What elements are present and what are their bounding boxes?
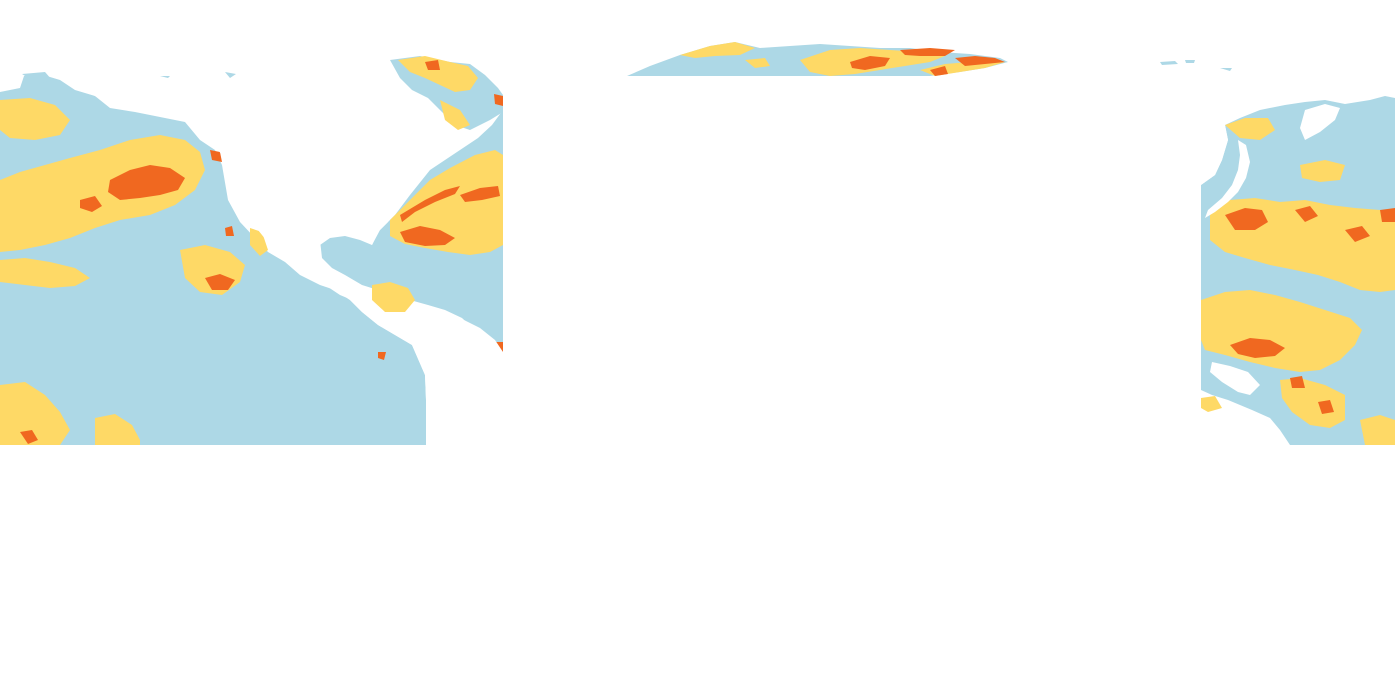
heat-strong: [225, 226, 234, 236]
heat-moderate: [1201, 396, 1222, 412]
heat-strong: [20, 430, 38, 444]
heat-moderate: [680, 42, 755, 58]
heat-strong: [1225, 208, 1268, 230]
heat-moderate: [1360, 415, 1395, 445]
heat-strong: [1318, 400, 1334, 414]
heat-strong: [900, 48, 955, 56]
ocean-region: [1160, 61, 1178, 65]
heat-moderate: [0, 98, 70, 140]
land-central-america: [322, 272, 503, 445]
heat-strong: [205, 274, 235, 290]
heat-strong: [1345, 226, 1370, 242]
heat-moderate: [1225, 118, 1275, 140]
heat-strong: [460, 186, 500, 202]
land-kamchatka: [1300, 104, 1340, 140]
heat-moderate: [0, 135, 205, 252]
land-japan: [1205, 140, 1250, 218]
ocean-region: [1220, 68, 1232, 71]
heat-strong: [494, 94, 503, 106]
heat-moderate: [1280, 378, 1345, 428]
heat-strong: [400, 186, 460, 222]
heat-strong: [955, 56, 1005, 66]
heat-moderate: [250, 228, 268, 256]
heat-strong: [1230, 338, 1285, 358]
heat-moderate: [372, 282, 415, 312]
heat-strong: [1295, 206, 1318, 222]
heat-strong: [1380, 208, 1395, 222]
tile-arctic-europe-asia: [627, 42, 1232, 76]
ocean-region: [1185, 60, 1195, 63]
tile-west-pacific: [1201, 96, 1395, 445]
heat-moderate: [440, 100, 470, 130]
land-philippines: [1210, 362, 1260, 395]
ocean-region: [22, 72, 52, 84]
heat-strong: [80, 196, 102, 212]
heat-moderate: [95, 414, 140, 445]
tile-americas-atlantic: [0, 56, 503, 445]
heat-moderate: [398, 56, 478, 92]
heat-strong: [108, 165, 185, 200]
land-east-asia: [1201, 98, 1240, 185]
heat-moderate: [0, 258, 90, 288]
ocean-region: [160, 76, 170, 78]
land-north-america: [60, 78, 405, 300]
heat-strong: [378, 352, 386, 360]
tile-north-pacific-arctic: [160, 76, 170, 78]
heat-strong: [400, 226, 455, 246]
heat-moderate: [0, 382, 70, 445]
heat-strong: [210, 150, 222, 162]
heat-moderate: [745, 58, 770, 68]
heat-strong: [1290, 376, 1305, 388]
heat-strong: [425, 60, 440, 70]
heat-strong: [850, 56, 890, 70]
heat-strong: [930, 66, 948, 76]
ocean-region: [225, 72, 236, 78]
heat-moderate: [1300, 160, 1345, 182]
